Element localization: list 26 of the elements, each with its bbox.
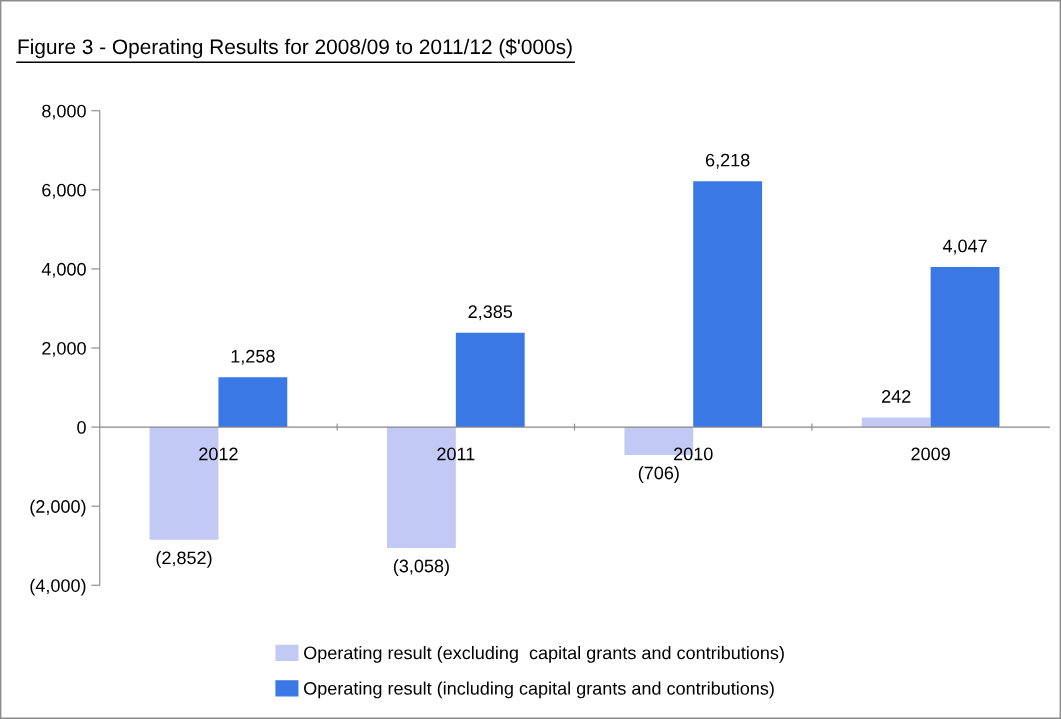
data-label: 2,385 <box>468 305 513 321</box>
data-label: 4,047 <box>942 239 987 255</box>
data-label: (706) <box>638 466 679 483</box>
y-tick-label: 0 <box>77 421 86 434</box>
data-label: 6,218 <box>705 153 750 169</box>
y-tick-label: (4,000) <box>30 578 86 596</box>
x-tick-label: 2010 <box>674 447 713 461</box>
y-tick-label: (2,000) <box>30 499 86 517</box>
bar <box>693 181 763 428</box>
data-label: 1,258 <box>231 349 275 365</box>
y-tick-label: 2,000 <box>42 341 86 357</box>
legend-label: Operating result (excluding capital grants and contributions) <box>304 646 784 663</box>
bar <box>930 267 1000 428</box>
y-tick-label: 6,000 <box>42 183 86 199</box>
x-tick-label: 2012 <box>199 447 238 461</box>
y-tick-label: 4,000 <box>41 262 86 278</box>
data-label: (2,852) <box>156 550 212 568</box>
data-label: 242 <box>882 390 911 403</box>
chart-title: Figure 3 - Operating Results for 2008/09 to 2011/12 ($'000s) <box>18 38 572 59</box>
x-tick-label: 2009 <box>911 447 950 461</box>
x-tick-label: 2011 <box>437 447 475 461</box>
legend-label: Operating result (including capital grants and contributions) <box>304 681 774 699</box>
data-label: (3,058) <box>393 559 449 576</box>
bar <box>218 377 288 428</box>
y-tick-label: 8,000 <box>42 104 86 120</box>
bar <box>455 332 525 428</box>
